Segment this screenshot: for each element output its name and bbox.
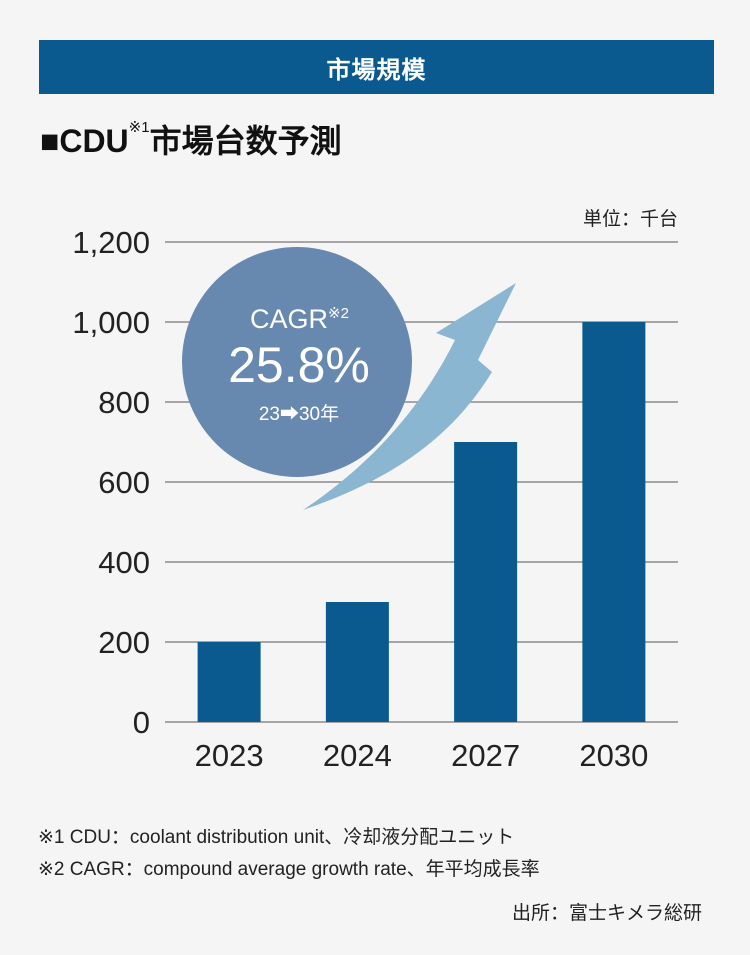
source-note: 出所：富士キメラ総研 (511, 903, 702, 924)
x-tick-label: 2027 (451, 738, 520, 773)
title-suffix: 市場台数予測 (149, 123, 342, 159)
x-tick-label: 2030 (579, 738, 648, 773)
x-tick-label: 2024 (323, 738, 392, 773)
x-tick-label: 2023 (195, 738, 264, 773)
y-tick-label: 600 (98, 465, 150, 500)
y-tick-label: 1,200 (72, 225, 150, 260)
bar-2024 (325, 602, 389, 722)
chart-title: ■CDU※1市場台数予測 (40, 116, 342, 162)
footnote-1: ※1 CDU：coolant distribution unit、冷却液分配ユニ… (38, 827, 515, 848)
unit-label: 単位：千台 (582, 209, 678, 230)
cagr-value: 25.8% (228, 337, 370, 393)
y-tick-label: 0 (133, 705, 150, 740)
growth-arrow (303, 283, 516, 510)
bar-2027 (454, 442, 518, 722)
bar-2030 (582, 322, 646, 722)
cagr-period: 23➡30年 (259, 403, 339, 425)
y-tick-label: 200 (98, 625, 150, 660)
cagr-label: CAGR※2 (250, 304, 349, 334)
y-tick-label: 800 (98, 385, 150, 420)
footnote-2: ※2 CAGR：compound average growth rate、年平均… (38, 859, 540, 880)
title-footnote-ref: ※1 (128, 119, 150, 136)
cagr-footnote-ref: ※2 (328, 305, 349, 322)
cagr-circle (182, 247, 412, 477)
bar-2023 (197, 642, 261, 722)
y-tick-label: 400 (98, 545, 150, 580)
title-prefix: ■CDU (40, 123, 129, 159)
section-banner: 市場規模 (39, 40, 714, 94)
y-tick-label: 1,000 (72, 305, 150, 340)
